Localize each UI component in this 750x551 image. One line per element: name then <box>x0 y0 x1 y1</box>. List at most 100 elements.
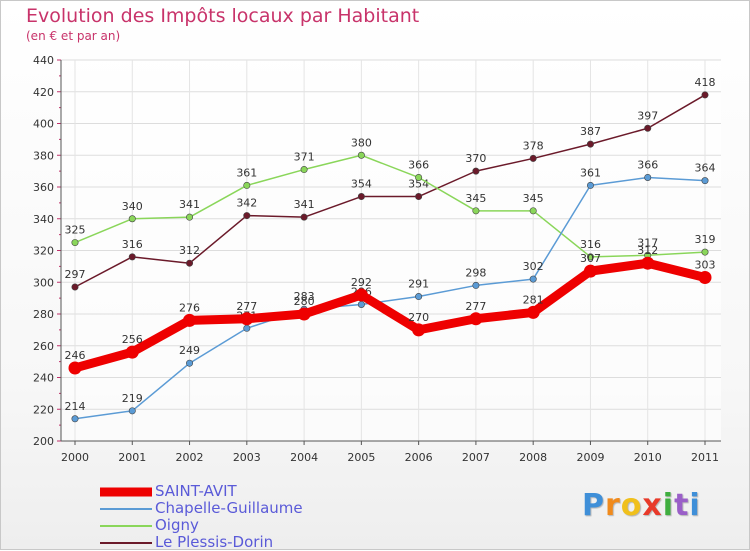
data-point-le-plessis-dorin <box>415 193 423 201</box>
data-point-oigny <box>300 166 308 174</box>
data-label-saint-avit: 246 <box>65 349 86 362</box>
x-tick-label: 2008 <box>519 451 547 464</box>
y-tick-label: 200 <box>33 435 54 448</box>
x-tick-label: 2010 <box>634 451 662 464</box>
data-label-chapelle-guillaume: 291 <box>408 278 429 291</box>
legend-swatch-saint-avit <box>100 487 152 496</box>
data-label-chapelle-guillaume: 302 <box>523 260 544 273</box>
y-tick-label: 440 <box>33 54 54 67</box>
legend-item-oigny[interactable]: Oigny <box>100 517 303 534</box>
data-point-le-plessis-dorin <box>300 213 308 221</box>
data-label-oigny: 319 <box>695 233 716 246</box>
y-tick-label: 420 <box>33 86 54 99</box>
data-label-oigny: 341 <box>179 198 200 211</box>
data-point-oigny <box>415 173 423 181</box>
y-tick-label: 300 <box>33 276 54 289</box>
y-tick-label: 260 <box>33 340 54 353</box>
data-label-saint-avit: 292 <box>351 276 372 289</box>
y-tick-label: 320 <box>33 245 54 258</box>
x-tick-label: 2009 <box>576 451 604 464</box>
data-label-saint-avit: 270 <box>408 311 429 324</box>
chart-subtitle: (en € et par an) <box>26 29 121 43</box>
legend-item-saint-avit[interactable]: SAINT-AVIT <box>100 483 303 500</box>
logo-letter: o <box>620 488 643 523</box>
data-point-oigny <box>357 151 365 159</box>
x-tick-label: 2001 <box>118 451 146 464</box>
data-point-saint-avit <box>469 312 483 326</box>
data-point-chapelle-guillaume <box>472 281 480 289</box>
data-label-oigny: 345 <box>523 192 544 205</box>
data-label-le-plessis-dorin: 312 <box>179 244 200 257</box>
data-label-le-plessis-dorin: 378 <box>523 139 544 152</box>
logo-letter: P <box>582 488 605 523</box>
chart-title: Evolution des Impôts locaux par Habitant <box>26 5 420 27</box>
y-tick-label: 340 <box>33 213 54 226</box>
data-label-chapelle-guillaume: 283 <box>294 290 315 303</box>
data-point-chapelle-guillaume <box>415 293 423 301</box>
data-point-chapelle-guillaume <box>644 173 652 181</box>
data-label-saint-avit: 280 <box>294 295 315 308</box>
y-tick-label: 360 <box>33 181 54 194</box>
data-label-le-plessis-dorin: 354 <box>351 178 372 191</box>
data-label-oigny: 380 <box>351 136 372 149</box>
data-point-chapelle-guillaume <box>71 415 79 423</box>
data-label-saint-avit: 312 <box>637 244 658 257</box>
data-label-le-plessis-dorin: 387 <box>580 125 601 138</box>
data-point-saint-avit <box>354 288 368 302</box>
data-label-le-plessis-dorin: 370 <box>465 152 486 165</box>
x-tick-label: 2004 <box>290 451 318 464</box>
legend-swatch-le-plessis-dorin <box>100 541 152 544</box>
x-tick-label: 2002 <box>176 451 204 464</box>
data-point-oigny <box>243 181 251 189</box>
data-point-saint-avit <box>183 313 197 327</box>
legend-swatch-oigny <box>100 524 152 527</box>
proxiti-logo: Proxiti <box>582 488 701 523</box>
data-label-chapelle-guillaume: 298 <box>465 266 486 279</box>
data-point-saint-avit <box>526 305 540 319</box>
data-point-saint-avit <box>297 307 311 321</box>
data-point-saint-avit <box>412 323 426 337</box>
data-point-saint-avit <box>125 345 139 359</box>
logo-letter: t <box>674 488 690 523</box>
data-point-chapelle-guillaume <box>357 300 365 308</box>
data-point-le-plessis-dorin <box>186 259 194 267</box>
data-label-saint-avit: 281 <box>523 293 544 306</box>
data-point-chapelle-guillaume <box>701 177 709 185</box>
data-point-le-plessis-dorin <box>357 193 365 201</box>
data-label-le-plessis-dorin: 341 <box>294 198 315 211</box>
data-point-chapelle-guillaume <box>186 359 194 367</box>
data-label-le-plessis-dorin: 342 <box>236 197 257 210</box>
series-line-chapelle-guillaume <box>74 176 706 420</box>
legend-item-chapelle-guillaume[interactable]: Chapelle-Guillaume <box>100 500 303 517</box>
data-point-chapelle-guillaume <box>586 181 594 189</box>
series-line-le-plessis-dorin <box>74 94 706 288</box>
data-label-oigny: 366 <box>408 158 429 171</box>
x-tick-label: 2003 <box>233 451 261 464</box>
series-line-saint-avit <box>70 258 710 373</box>
data-point-oigny <box>701 248 709 256</box>
logo-letter: i <box>662 488 675 523</box>
x-tick-label: 2005 <box>347 451 375 464</box>
legend: SAINT-AVIT Chapelle-Guillaume Oigny Le P… <box>100 483 303 551</box>
data-point-oigny <box>71 239 79 247</box>
data-point-saint-avit <box>583 264 597 278</box>
data-point-le-plessis-dorin <box>243 212 251 220</box>
data-label-le-plessis-dorin: 297 <box>65 268 86 281</box>
series-saint-avit: 246 256 276 277 280 292 270 277 281 307 312 303 <box>65 244 716 375</box>
data-point-oigny <box>128 215 136 223</box>
data-label-le-plessis-dorin: 418 <box>695 76 716 89</box>
data-point-le-plessis-dorin <box>586 140 594 148</box>
data-label-oigny: 345 <box>465 192 486 205</box>
logo-letter: i <box>689 488 701 523</box>
logo-letter: r <box>605 488 621 523</box>
data-point-oigny <box>529 207 537 215</box>
data-label-saint-avit: 277 <box>465 300 486 313</box>
data-label-chapelle-guillaume: 364 <box>695 162 716 175</box>
data-point-oigny <box>186 213 194 221</box>
data-point-le-plessis-dorin <box>529 154 537 162</box>
legend-item-le-plessis-dorin[interactable]: Le Plessis-Dorin <box>100 534 303 551</box>
data-label-saint-avit: 277 <box>236 300 257 313</box>
logo-letter: x <box>642 488 663 523</box>
data-label-saint-avit: 303 <box>695 258 716 271</box>
data-point-chapelle-guillaume <box>529 275 537 283</box>
